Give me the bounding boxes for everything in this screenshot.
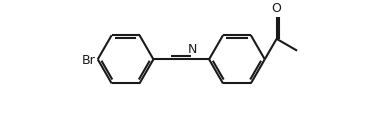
Text: O: O xyxy=(272,2,282,15)
Text: N: N xyxy=(187,43,197,56)
Text: Br: Br xyxy=(82,53,96,66)
